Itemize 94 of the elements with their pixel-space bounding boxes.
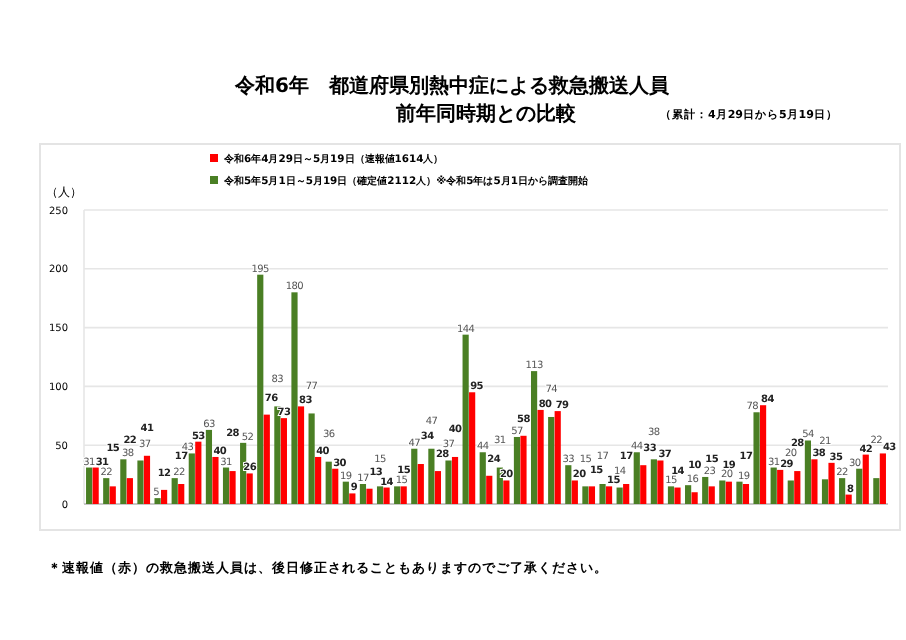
bar <box>588 486 596 504</box>
bar <box>246 473 253 504</box>
bar <box>821 479 829 504</box>
bar <box>188 453 195 504</box>
bar <box>154 498 161 504</box>
bar <box>263 414 270 504</box>
bar <box>469 392 476 504</box>
bar <box>667 486 675 504</box>
bar <box>86 467 93 504</box>
bar <box>462 334 469 504</box>
chart-title: 令和6年 都道府県別熱中症による救急搬送人員 <box>233 74 671 98</box>
bar <box>394 486 401 504</box>
chart-subtitle: 前年同時期との比較 <box>394 102 578 126</box>
bar <box>120 459 127 504</box>
bar <box>274 406 281 504</box>
bar <box>376 486 384 504</box>
bar <box>229 471 236 504</box>
bar <box>434 471 442 504</box>
bar <box>513 436 521 504</box>
bar <box>109 486 116 504</box>
bar <box>804 440 811 504</box>
bar <box>520 435 527 504</box>
bar <box>212 456 219 504</box>
bar <box>582 486 589 504</box>
bar <box>205 429 213 504</box>
bar <box>280 418 287 504</box>
bar <box>548 416 555 504</box>
bar <box>811 459 818 504</box>
bar <box>691 492 698 504</box>
bar <box>719 480 726 504</box>
bar <box>856 468 863 504</box>
bar <box>657 460 664 504</box>
bar <box>126 478 133 504</box>
bar <box>616 487 623 504</box>
bar <box>503 480 510 504</box>
bar <box>708 486 715 504</box>
bar <box>479 452 486 504</box>
bar <box>777 469 784 504</box>
bar <box>571 480 578 504</box>
bar <box>349 493 356 504</box>
bar <box>537 409 544 504</box>
bar <box>879 453 886 504</box>
bar <box>759 405 767 504</box>
bar <box>359 484 367 504</box>
bar <box>411 448 418 504</box>
bar <box>736 481 743 504</box>
bar <box>565 465 572 504</box>
bar <box>794 471 801 504</box>
bar <box>137 460 144 504</box>
bar <box>92 467 99 504</box>
bar <box>640 465 647 504</box>
bar <box>486 475 493 504</box>
bar <box>171 478 178 504</box>
bar <box>366 488 373 504</box>
bar <box>828 462 835 504</box>
bar <box>633 452 640 504</box>
bar <box>599 484 606 504</box>
bar <box>103 478 110 504</box>
bar <box>332 468 339 504</box>
bar <box>308 413 315 504</box>
bar <box>428 448 435 504</box>
bar <box>400 486 407 504</box>
bar <box>845 494 852 504</box>
bar <box>650 459 657 504</box>
bar <box>862 454 869 504</box>
bar <box>605 486 613 504</box>
bar <box>291 292 298 504</box>
bar <box>702 476 709 504</box>
bar <box>297 406 305 504</box>
bar <box>222 467 230 504</box>
bar <box>753 412 760 504</box>
bar <box>342 481 349 504</box>
bar <box>530 371 538 504</box>
bar <box>873 478 880 504</box>
bar <box>623 484 630 504</box>
bar <box>178 484 185 504</box>
bar <box>674 487 681 504</box>
bar <box>417 464 424 504</box>
bar <box>445 460 452 504</box>
bar <box>787 480 794 504</box>
bar <box>554 411 561 504</box>
bar <box>195 441 202 504</box>
bar <box>383 487 390 504</box>
bar <box>315 456 322 504</box>
bar <box>143 455 151 504</box>
bar <box>770 467 777 504</box>
bar <box>325 461 332 504</box>
bar <box>685 485 692 504</box>
bar <box>161 489 168 504</box>
bar <box>839 478 846 504</box>
bar <box>451 456 459 504</box>
bar <box>257 274 264 504</box>
bar <box>742 484 750 504</box>
bar <box>725 481 732 504</box>
